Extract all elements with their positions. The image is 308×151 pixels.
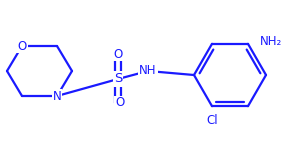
Text: O: O xyxy=(116,96,125,109)
Text: S: S xyxy=(114,72,122,85)
Text: O: O xyxy=(17,40,26,53)
Text: NH₂: NH₂ xyxy=(260,35,282,48)
Text: N: N xyxy=(53,90,61,103)
Text: Cl: Cl xyxy=(206,114,218,127)
Text: NH: NH xyxy=(139,64,157,77)
Text: O: O xyxy=(113,48,123,61)
